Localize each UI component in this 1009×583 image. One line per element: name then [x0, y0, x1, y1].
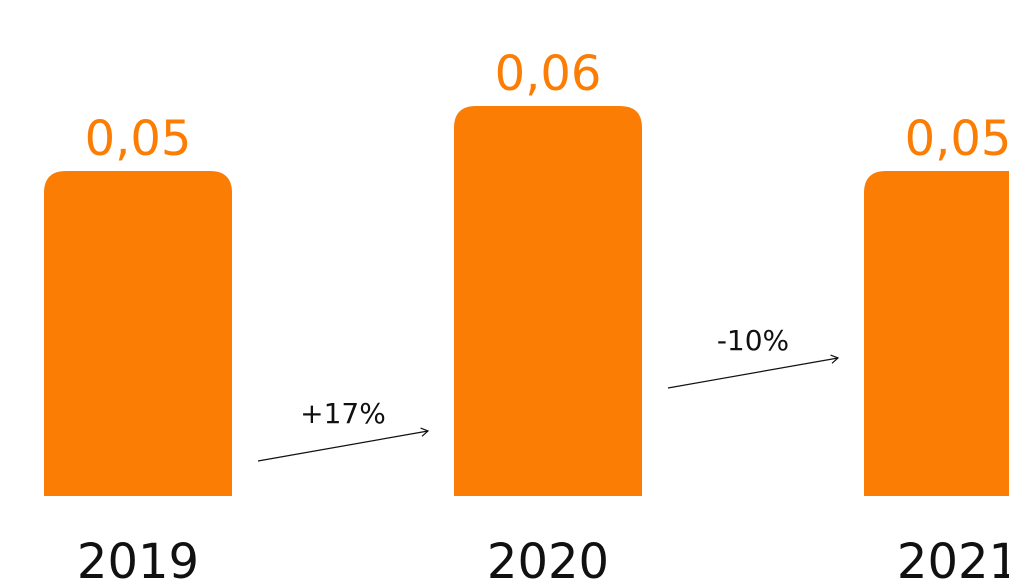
- x-axis-tick-labels: 2019 2020 2021: [77, 534, 1009, 583]
- value-label-2019: 0,05: [85, 111, 192, 167]
- change-arrow-2020-2021: -10%: [667, 324, 840, 389]
- value-labels-layer: 0,05 0,06 0,05: [85, 46, 1009, 167]
- bars-layer: [44, 106, 1009, 496]
- x-tick-label-2020: 2020: [487, 534, 609, 583]
- change-arrow-2019-2020: +17%: [257, 397, 430, 462]
- value-label-2021: 0,05: [905, 111, 1009, 167]
- change-arrow-line: [257, 430, 429, 462]
- arrow-head-icon: [420, 427, 430, 437]
- change-annotations: +17% -10%: [257, 324, 840, 462]
- bar-2021: [864, 171, 1009, 496]
- arrow-head-icon: [830, 354, 840, 364]
- change-label-2019-2020: +17%: [300, 397, 386, 430]
- value-label-2020: 0,06: [495, 46, 602, 102]
- change-label-2020-2021: -10%: [717, 324, 789, 357]
- x-tick-label-2021: 2021: [897, 534, 1009, 583]
- change-arrow-line: [667, 357, 839, 389]
- bar-2019: [44, 171, 232, 496]
- x-tick-label-2019: 2019: [77, 534, 199, 583]
- bar-2020: [454, 106, 642, 496]
